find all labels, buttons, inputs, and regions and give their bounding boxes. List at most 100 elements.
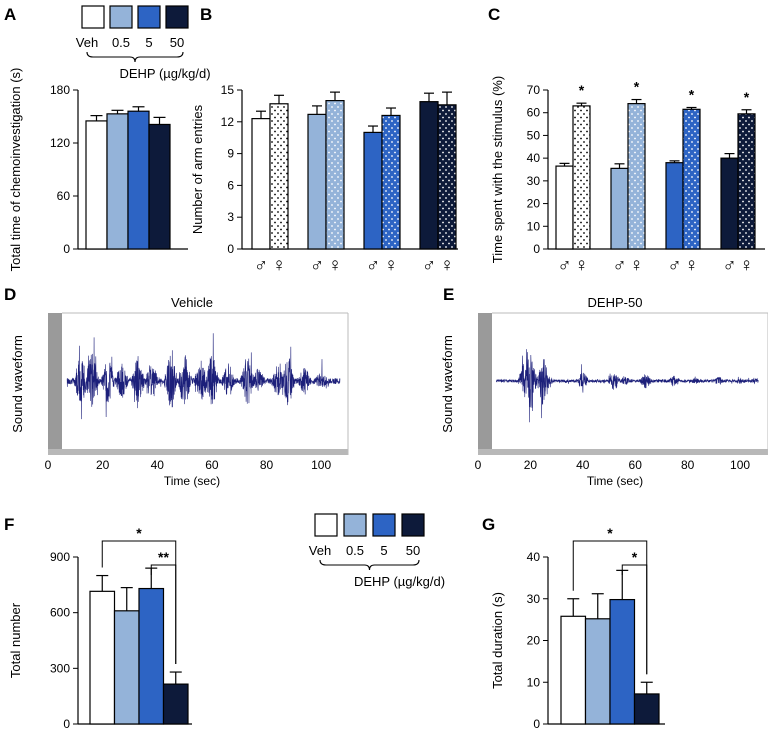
- bar-0.5-male: [610, 167, 629, 250]
- bar-Veh: [85, 120, 108, 250]
- bar-Veh-female: [572, 105, 591, 250]
- ruler-bottom: [478, 449, 768, 455]
- y-axis-label: Sound waveform: [10, 335, 25, 433]
- significance-star: *: [579, 82, 585, 98]
- bar-5: [609, 598, 636, 725]
- y-tick-label: 10: [527, 219, 541, 233]
- y-tick-label: 0: [533, 242, 540, 256]
- bar-50-female: [737, 113, 756, 250]
- x-tick-label: 0: [475, 458, 482, 472]
- bar-5: [127, 110, 150, 250]
- y-tick-label: 600: [50, 606, 70, 620]
- x-tick-label: 40: [151, 458, 165, 472]
- sex-symbol-male: ♂: [557, 255, 571, 276]
- legend-swatch: [343, 513, 367, 537]
- bar-50: [633, 693, 660, 725]
- sex-symbol-male: ♂: [667, 255, 681, 276]
- bar-0.5: [106, 113, 129, 250]
- significance-star: *: [634, 79, 640, 95]
- y-axis-label: Total duration (s): [490, 592, 505, 689]
- sex-symbol-male: ♂: [310, 255, 324, 276]
- legend-label: 0.5: [346, 543, 364, 558]
- bar-50: [148, 123, 171, 250]
- y-tick-label: 180: [50, 83, 70, 97]
- x-axis-label: Time (sec): [164, 474, 220, 488]
- bar-Veh-male: [251, 118, 271, 250]
- panel-title: Vehicle: [171, 295, 213, 310]
- y-axis-label: Total time of chemoinvestigation (s): [8, 68, 23, 272]
- y-tick-label: 12: [221, 115, 235, 129]
- bar-0.5: [113, 610, 140, 725]
- significance-star: *: [607, 525, 613, 541]
- dose-legend: Veh 0.5 5 50 DEHP (µg/kg/d): [76, 5, 211, 81]
- legend-swatch: [81, 5, 105, 29]
- sound-waveform: [66, 333, 341, 420]
- x-tick-label: 20: [96, 458, 110, 472]
- legend-label: Veh: [309, 543, 331, 558]
- y-axis-label: Total number: [8, 602, 23, 678]
- y-tick-label: 15: [221, 83, 235, 97]
- bar-5-female: [381, 114, 401, 250]
- ruler-left: [478, 313, 492, 455]
- bar-50-female: [437, 104, 457, 250]
- panel-label: F: [4, 515, 14, 534]
- legend-swatch: [401, 513, 425, 537]
- y-tick-label: 0: [533, 717, 540, 731]
- bar-50-male: [720, 157, 739, 250]
- y-tick-label: 0: [227, 242, 234, 256]
- y-tick-label: 50: [527, 128, 541, 142]
- bar-5: [138, 587, 165, 725]
- y-tick-label: 9: [227, 147, 234, 161]
- sex-symbol-female: ♀: [574, 255, 588, 276]
- sex-symbol-female: ♀: [684, 255, 698, 276]
- y-axis-label: Number of arm entries: [190, 104, 205, 234]
- legend-label: 5: [145, 35, 152, 50]
- legend-swatch: [165, 5, 189, 29]
- significance-bracket: [150, 564, 177, 665]
- x-tick-label: 20: [524, 458, 538, 472]
- significance-star: **: [158, 549, 169, 565]
- sex-symbol-female: ♀: [272, 255, 286, 276]
- panel-label: A: [4, 5, 16, 24]
- x-tick-label: 80: [681, 458, 695, 472]
- panel-label: G: [482, 515, 495, 534]
- panel-label: C: [488, 5, 500, 24]
- sex-symbol-female: ♀: [440, 255, 454, 276]
- x-tick-label: 0: [45, 458, 52, 472]
- sound-waveform: [496, 349, 759, 423]
- bar-Veh-female: [269, 103, 289, 250]
- x-tick-label: 100: [730, 458, 750, 472]
- bar-Veh: [89, 590, 116, 725]
- bar-Veh: [560, 615, 587, 725]
- dose-legend: Veh 0.5 5 50 DEHP (µg/kg/d): [309, 513, 445, 589]
- sex-symbol-female: ♀: [328, 255, 342, 276]
- legend-swatch: [372, 513, 396, 537]
- panel-A: A 0 60 120 180 Total time of chemoinvestigati…: [4, 5, 188, 271]
- legend-label: Veh: [76, 35, 98, 50]
- y-axis-label: Time spent with the stimulus (%): [490, 76, 505, 263]
- legend-dehp-label: DEHP (µg/kg/d): [119, 66, 210, 81]
- bar-5-male: [363, 131, 383, 250]
- significance-star: *: [744, 89, 750, 105]
- sex-symbol-male: ♂: [612, 255, 626, 276]
- legend-label: 0.5: [112, 35, 130, 50]
- legend-swatch: [137, 5, 161, 29]
- y-tick-label: 20: [527, 197, 541, 211]
- panel-label: E: [443, 285, 454, 304]
- y-tick-label: 70: [527, 83, 541, 97]
- sex-symbol-male: ♂: [254, 255, 268, 276]
- legend-swatch: [314, 513, 338, 537]
- y-tick-label: 40: [527, 151, 541, 165]
- legend-dehp-label: DEHP (µg/kg/d): [354, 574, 445, 589]
- sex-symbol-male: ♂: [366, 255, 380, 276]
- bar-0.5: [584, 618, 611, 725]
- significance-bracket: [621, 564, 648, 675]
- panel-label: B: [200, 5, 212, 24]
- y-tick-label: 20: [527, 634, 541, 648]
- ruler-bottom: [48, 449, 348, 455]
- significance-star: *: [632, 549, 638, 565]
- ruler-left: [48, 313, 62, 455]
- legend-label: 50: [170, 35, 184, 50]
